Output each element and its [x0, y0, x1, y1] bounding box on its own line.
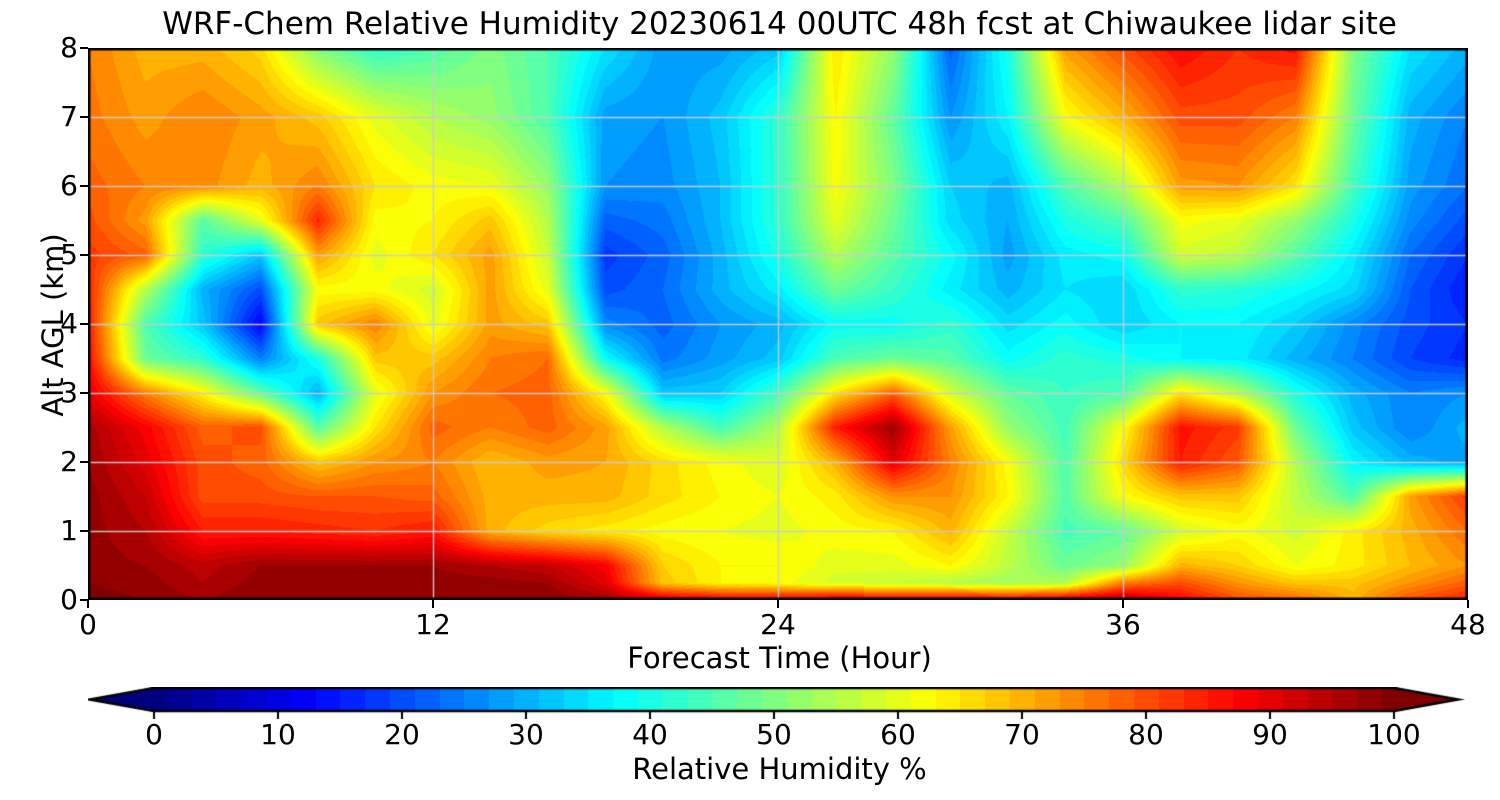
- y-tick-mark: [80, 116, 88, 118]
- colorbar-tick-label: 50: [756, 718, 792, 751]
- y-tick-mark: [80, 323, 88, 325]
- colorbar-tick-label: 10: [260, 718, 296, 751]
- colorbar-tick-label: 70: [1004, 718, 1040, 751]
- y-tick-label: 2: [60, 445, 78, 478]
- colorbar-tick-label: 0: [145, 718, 163, 751]
- y-tick-label: 3: [60, 376, 78, 409]
- x-tick-mark: [432, 600, 434, 608]
- x-tick-mark: [87, 600, 89, 608]
- heatmap-plot: [88, 48, 1468, 600]
- chart-title: WRF-Chem Relative Humidity 20230614 00UT…: [162, 6, 1397, 42]
- y-tick-label: 1: [60, 514, 78, 547]
- x-tick-label: 36: [1105, 608, 1141, 641]
- y-tick-label: 7: [60, 100, 78, 133]
- colorbar-tick-label: 80: [1128, 718, 1164, 751]
- y-tick-mark: [80, 392, 88, 394]
- y-tick-mark: [80, 47, 88, 49]
- x-tick-label: 12: [415, 608, 451, 641]
- y-tick-label: 6: [60, 169, 78, 202]
- colorbar-tick-label: 100: [1367, 718, 1421, 751]
- x-tick-label: 48: [1450, 608, 1486, 641]
- x-tick-mark: [1467, 600, 1469, 608]
- x-tick-label: 0: [79, 608, 97, 641]
- y-tick-label: 8: [60, 31, 78, 64]
- x-tick-mark: [777, 600, 779, 608]
- y-tick-label: 0: [60, 583, 78, 616]
- y-tick-label: 4: [60, 307, 78, 340]
- y-tick-mark: [80, 599, 88, 601]
- x-axis-label: Forecast Time (Hour): [627, 641, 932, 675]
- y-tick-mark: [80, 185, 88, 187]
- colorbar-tick-label: 20: [384, 718, 420, 751]
- y-tick-mark: [80, 461, 88, 463]
- y-tick-label: 5: [60, 238, 78, 271]
- colorbar-tick-label: 90: [1252, 718, 1288, 751]
- colorbar-tick-label: 40: [632, 718, 668, 751]
- colorbar: [88, 687, 1468, 719]
- x-tick-label: 24: [760, 608, 796, 641]
- y-tick-mark: [80, 254, 88, 256]
- colorbar-tick-label: 60: [880, 718, 916, 751]
- colorbar-tick-label: 30: [508, 718, 544, 751]
- colorbar-label: Relative Humidity %: [632, 752, 927, 786]
- y-tick-mark: [80, 530, 88, 532]
- x-tick-mark: [1122, 600, 1124, 608]
